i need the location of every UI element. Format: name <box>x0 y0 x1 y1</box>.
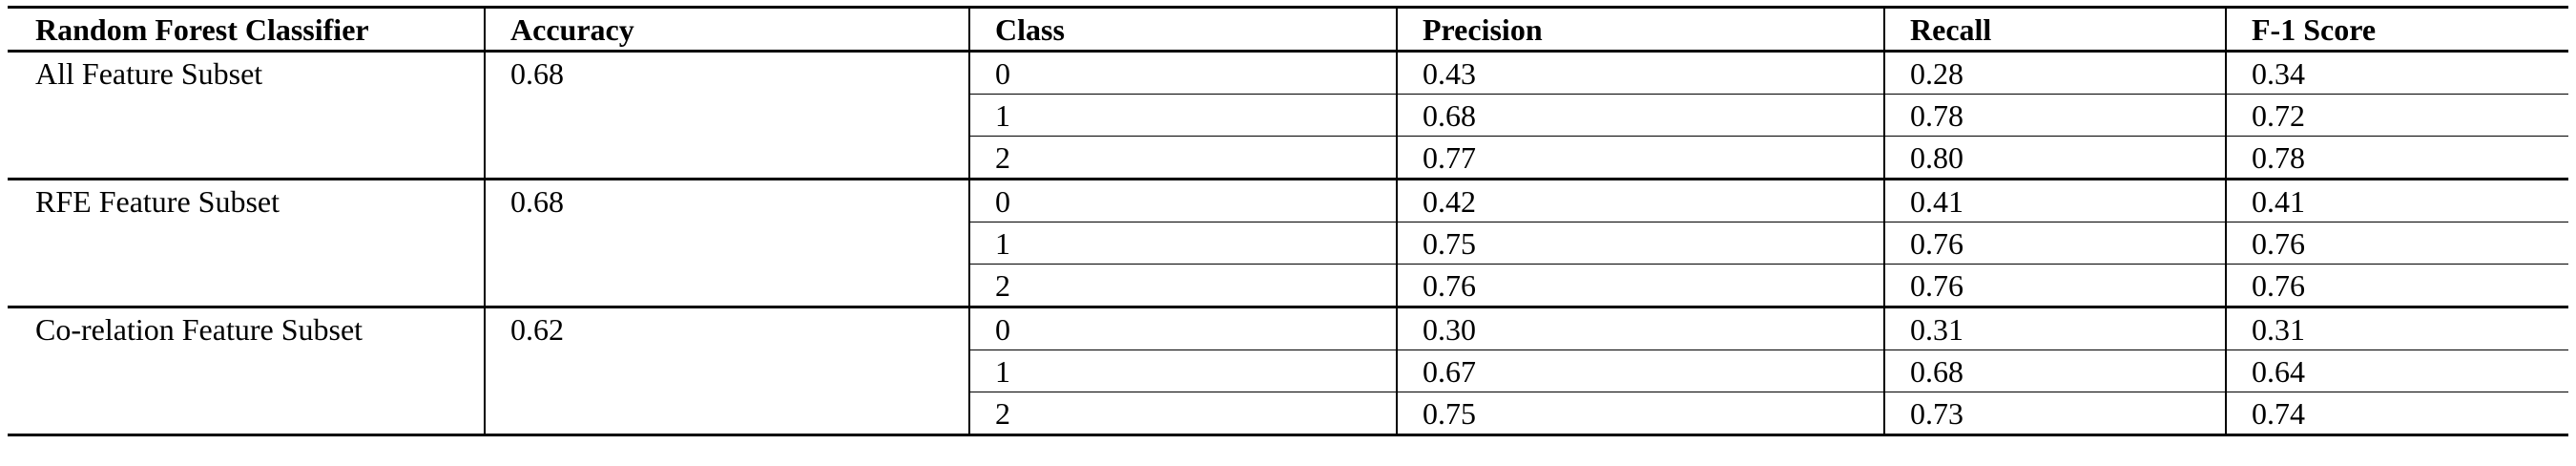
precision: 0.30 <box>1396 306 1884 350</box>
class: 0 <box>968 306 1397 350</box>
f1-score: 0.72 <box>2225 94 2568 137</box>
class: 2 <box>968 136 1397 180</box>
precision: 0.42 <box>1396 178 1884 222</box>
header-cell: F-1 Score <box>2225 6 2568 53</box>
table-row: 2 0.77 0.80 0.78 <box>8 136 2568 180</box>
recall: 0.76 <box>1883 264 2226 307</box>
header-cell: Class <box>968 6 1397 53</box>
precision: 0.77 <box>1396 136 1884 180</box>
recall: 0.73 <box>1883 392 2226 436</box>
recall: 0.80 <box>1883 136 2226 180</box>
results-table: Random Forest Classifier Accuracy Class Pre… <box>8 6 2568 436</box>
f1-score: 0.41 <box>2225 178 2568 222</box>
table-row: Co-relation Feature Subset 0.62 0 0.30 0.31 0… <box>8 306 2568 436</box>
table-row: All Feature Subset 0.68 0 0.43 0.28 0.34 <box>8 51 2568 180</box>
accuracy: 0.68 <box>484 178 969 307</box>
f1-score: 0.74 <box>2225 392 2568 436</box>
f1-score: 0.76 <box>2225 264 2568 307</box>
class: 0 <box>968 178 1397 222</box>
class: 2 <box>968 264 1397 307</box>
subset-name: RFE Feature Subset <box>8 178 485 307</box>
recall: 0.41 <box>1883 178 2226 222</box>
header-row: Random Forest Classifier Accuracy Class Pre… <box>8 6 2568 53</box>
recall: 0.68 <box>1883 350 2226 392</box>
table-row: 1 0.68 0.78 0.72 <box>8 94 2568 137</box>
recall: 0.78 <box>1883 94 2226 137</box>
precision: 0.75 <box>1396 222 1884 265</box>
class: 1 <box>968 350 1397 392</box>
class: 0 <box>968 51 1397 95</box>
precision: 0.68 <box>1396 94 1884 137</box>
precision: 0.75 <box>1396 392 1884 436</box>
accuracy: 0.68 <box>484 51 969 180</box>
precision: 0.43 <box>1396 51 1884 95</box>
table-row: 2 0.76 0.76 0.76 <box>8 264 2568 307</box>
recall: 0.28 <box>1883 51 2226 95</box>
recall: 0.76 <box>1883 222 2226 265</box>
table-body: All Feature Subset 0.68 0 0.43 0.28 0.34 1 0.68… <box>8 51 2568 436</box>
f1-score: 0.64 <box>2225 350 2568 392</box>
header-cell: Recall <box>1883 6 2226 53</box>
class: 1 <box>968 94 1397 137</box>
header-cell: Precision <box>1396 6 1884 53</box>
header-cell: Accuracy <box>484 6 969 53</box>
precision: 0.76 <box>1396 264 1884 307</box>
table-row: 1 0.67 0.68 0.64 <box>8 350 2568 392</box>
subset-name: All Feature Subset <box>35 56 263 91</box>
header-cell: Random Forest Classifier <box>8 6 485 53</box>
f1-score: 0.78 <box>2225 136 2568 180</box>
accuracy: 0.62 <box>484 306 969 436</box>
recall: 0.31 <box>1883 306 2226 350</box>
subset-name: Co-relation Feature Subset <box>8 306 485 436</box>
f1-score: 0.31 <box>2225 306 2568 350</box>
class: 2 <box>968 392 1397 436</box>
class: 1 <box>968 222 1397 265</box>
table-row: 1 0.75 0.76 0.76 <box>8 222 2568 265</box>
f1-score: 0.34 <box>2225 51 2568 95</box>
table-row: RFE Feature Subset 0.68 0 0.42 0.41 0.41 <box>8 178 2568 307</box>
table-row: 2 0.75 0.73 0.74 <box>8 392 2568 436</box>
f1-score: 0.76 <box>2225 222 2568 265</box>
precision: 0.67 <box>1396 350 1884 392</box>
